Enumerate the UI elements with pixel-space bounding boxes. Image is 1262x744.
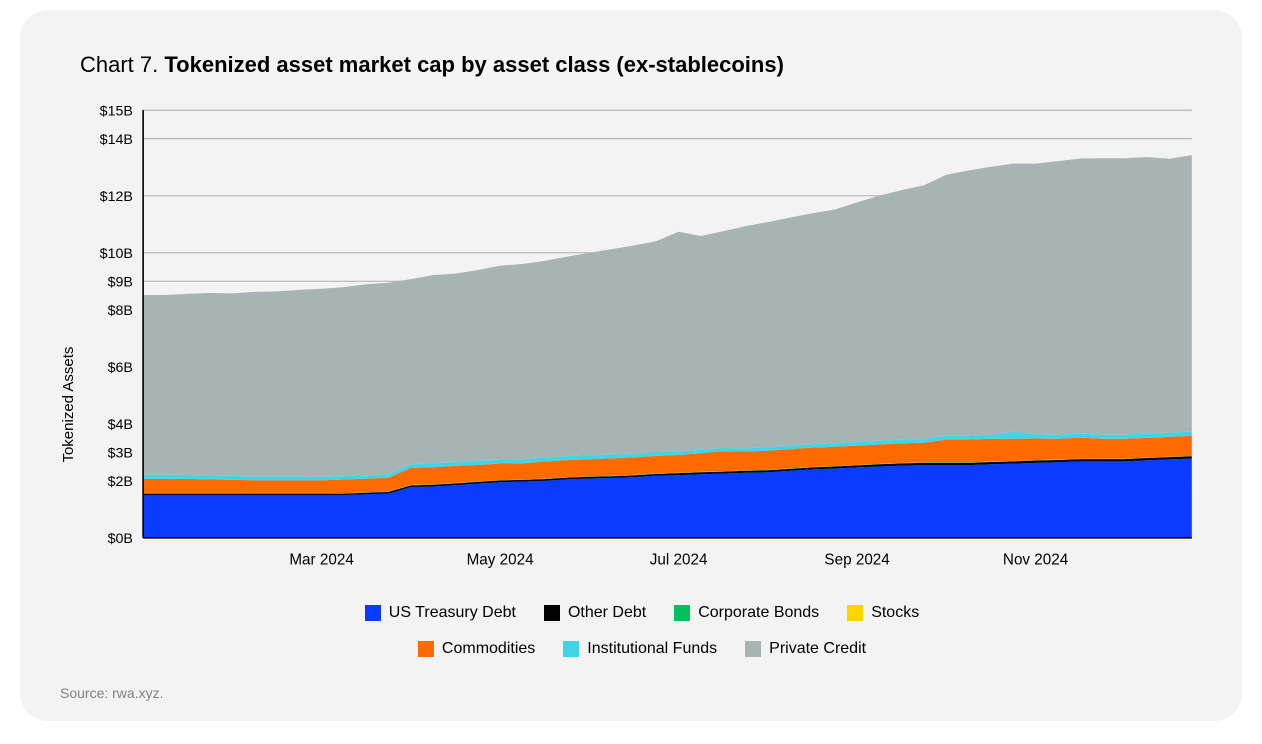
- legend-item: Institutional Funds: [563, 633, 717, 665]
- legend-swatch: [674, 605, 690, 621]
- x-tick-label: May 2024: [467, 551, 535, 568]
- legend-row: Commodities Institutional Funds Private Cr…: [82, 633, 1202, 669]
- chart-title-bold: Tokenized asset market cap by asset clas…: [164, 52, 784, 77]
- legend-swatch: [563, 641, 579, 657]
- legend-swatch: [544, 605, 560, 621]
- chart-number: Chart 7.: [80, 52, 164, 77]
- legend-item: Commodities: [418, 633, 535, 665]
- y-tick-label: $4B: [108, 417, 133, 433]
- legend-item: Stocks: [847, 597, 919, 629]
- y-tick-label: $3B: [108, 445, 133, 461]
- x-tick-label: Nov 2024: [1003, 551, 1069, 568]
- y-tick-label: $2B: [108, 474, 133, 490]
- series-area: [143, 155, 1192, 477]
- x-tick-label: Jul 2024: [650, 551, 708, 568]
- legend-item: US Treasury Debt: [365, 597, 516, 629]
- legend-row: US Treasury Debt Other Debt Corporate Bond…: [82, 597, 1202, 633]
- plot-column: $0B $2B $3B $4B $6B $8B $9B $10B $12B $14B $15B Mar…: [82, 100, 1202, 669]
- y-tick-label: $9B: [108, 274, 133, 290]
- legend-label: Corporate Bonds: [698, 597, 819, 629]
- legend-label: Private Credit: [769, 633, 866, 665]
- y-tick-label: $10B: [100, 246, 133, 262]
- x-tick-label: Sep 2024: [824, 551, 890, 568]
- legend-item: Other Debt: [544, 597, 646, 629]
- y-tick-label: $8B: [108, 303, 133, 319]
- legend-swatch: [847, 605, 863, 621]
- chart-source: Source: rwa.xyz.: [60, 685, 1202, 701]
- x-tick-label: Mar 2024: [289, 551, 354, 568]
- chart-title: Chart 7. Tokenized asset market cap by a…: [80, 52, 1202, 78]
- y-tick-label: $6B: [108, 360, 133, 376]
- stacked-area-plot: $0B $2B $3B $4B $6B $8B $9B $10B $12B $14B $15B Mar…: [82, 100, 1202, 579]
- legend-item: Corporate Bonds: [674, 597, 819, 629]
- legend-swatch: [745, 641, 761, 657]
- chart-body: Tokenized Assets $0B $2B $3B $4B $6B $8B $9B $1…: [60, 100, 1202, 669]
- legend-item: Private Credit: [745, 633, 866, 665]
- y-tick-label: $12B: [100, 189, 133, 205]
- legend-label: Stocks: [871, 597, 919, 629]
- legend-label: US Treasury Debt: [389, 597, 516, 629]
- y-tick-label: $0B: [108, 531, 133, 547]
- chart-legend: US Treasury Debt Other Debt Corporate Bond…: [82, 597, 1202, 669]
- legend-label: Institutional Funds: [587, 633, 717, 665]
- legend-swatch: [418, 641, 434, 657]
- legend-label: Commodities: [442, 633, 535, 665]
- y-tick-label: $14B: [100, 132, 133, 148]
- y-tick-label: $15B: [100, 103, 133, 119]
- legend-swatch: [365, 605, 381, 621]
- chart-card: Chart 7. Tokenized asset market cap by a…: [20, 10, 1242, 721]
- y-axis-label: Tokenized Assets: [60, 100, 82, 669]
- legend-label: Other Debt: [568, 597, 646, 629]
